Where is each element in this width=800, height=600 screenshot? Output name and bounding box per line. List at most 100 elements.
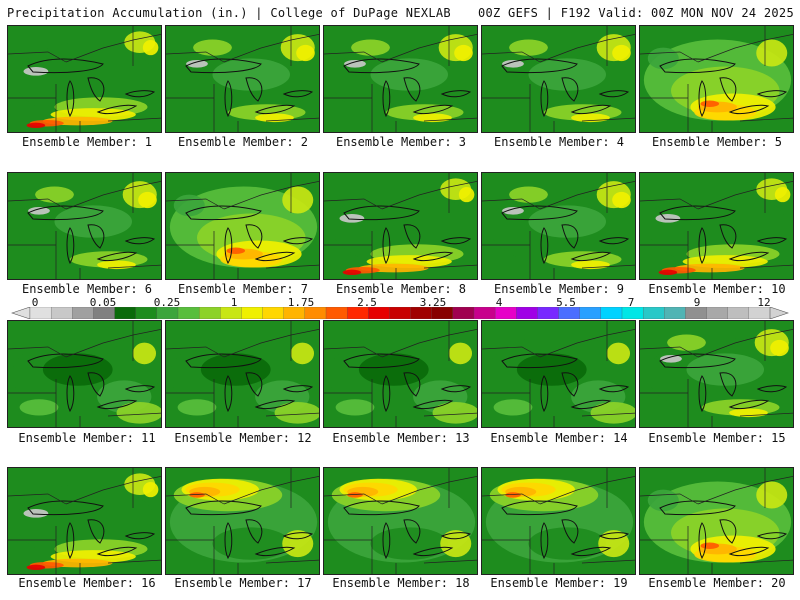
precip-contour — [296, 44, 315, 62]
precip-map — [640, 468, 793, 574]
border-line — [324, 346, 383, 358]
colorbar-label: 3.25 — [419, 296, 447, 309]
member-panel — [639, 320, 794, 428]
lake-outline — [245, 224, 263, 249]
precip-contour — [226, 247, 246, 254]
border-line — [265, 559, 319, 564]
lake-outline — [185, 500, 262, 516]
lake-outline — [540, 80, 549, 118]
lake-outline — [440, 385, 472, 393]
member-panel — [481, 320, 636, 428]
border-line — [697, 34, 793, 63]
precip-contour — [454, 44, 473, 62]
precip-map — [8, 321, 161, 427]
border-line — [423, 559, 477, 564]
lake-outline — [698, 80, 707, 118]
lake-outline — [87, 77, 105, 102]
colorbar-swatch — [29, 307, 52, 319]
precip-contour — [774, 187, 791, 203]
lake-outline — [27, 58, 104, 74]
lake-outline — [570, 546, 612, 557]
lake-outline — [27, 353, 104, 369]
precip-contour — [173, 194, 205, 217]
precip-contour — [186, 60, 208, 68]
colorbar-labels: 0 0.05 0.25 1 1.75 2.5 3.25 4 5.5 7 9 12 — [0, 296, 800, 310]
lake-outline — [343, 500, 420, 516]
precip-contour — [509, 186, 548, 203]
member-caption: Ensemble Member: 10 — [648, 282, 786, 296]
member-panel — [165, 467, 320, 575]
colorbar-min-arrow — [11, 307, 31, 319]
member-caption: Ensemble Member: 18 — [332, 576, 470, 590]
precip-map — [166, 173, 319, 279]
precip-contour — [282, 530, 314, 558]
precip-contour — [335, 399, 375, 416]
member-panel — [481, 172, 636, 280]
colorbar-swatch — [664, 307, 687, 319]
border-line — [640, 51, 699, 63]
border-line — [581, 264, 635, 269]
lake-outline — [728, 251, 770, 262]
lake-outline — [96, 251, 138, 262]
page-title: Precipitation Accumulation (in.) | Colle… — [7, 6, 451, 20]
lake-outline — [440, 532, 472, 540]
colorbar-swatch — [262, 307, 285, 319]
precip-contour — [142, 40, 159, 56]
lake-outline — [224, 522, 233, 560]
border-line — [539, 181, 635, 210]
member-panel — [7, 172, 162, 280]
member-caption: Ensemble Member: 11 — [18, 431, 156, 445]
colorbar-label: 0.25 — [153, 296, 181, 309]
lake-outline — [598, 237, 630, 245]
colorbar-swatch — [579, 307, 602, 319]
border-line — [581, 412, 635, 417]
colorbar-swatch — [368, 307, 391, 319]
lake-outline — [719, 519, 737, 544]
lake-outline — [403, 372, 421, 397]
precip-contour — [505, 492, 521, 498]
precip-contour — [370, 58, 448, 91]
member-caption: Ensemble Member: 6 — [21, 282, 153, 296]
colorbar-swatch — [389, 307, 412, 319]
lake-outline — [66, 80, 75, 118]
precip-contour — [23, 67, 49, 76]
precip-contour — [667, 334, 706, 351]
member-panel — [323, 172, 478, 280]
lake-outline — [382, 227, 391, 265]
lake-outline — [87, 372, 105, 397]
lake-outline — [719, 372, 737, 397]
lake-outline — [756, 237, 788, 245]
precip-contour — [28, 207, 50, 215]
border-line — [223, 476, 319, 505]
precip-map — [166, 468, 319, 574]
precip-contour — [658, 269, 678, 276]
border-line — [223, 34, 319, 63]
precip-contour — [528, 527, 606, 560]
precip-contour — [42, 353, 113, 386]
precip-contour — [19, 399, 59, 416]
border-line — [65, 181, 161, 210]
lake-outline — [87, 519, 105, 544]
precip-map — [8, 26, 161, 132]
lake-outline — [598, 532, 630, 540]
border-line — [223, 329, 319, 358]
border-line — [539, 329, 635, 358]
member-caption: Ensemble Member: 2 — [177, 135, 309, 149]
precip-contour — [358, 353, 429, 386]
precip-map — [324, 173, 477, 279]
precip-contour — [440, 530, 472, 558]
lake-outline — [540, 375, 549, 413]
colorbar-swatch — [50, 307, 73, 319]
colorbar-swatch — [494, 307, 517, 319]
precip-contour — [26, 122, 46, 129]
precip-map — [482, 26, 635, 132]
lake-outline — [382, 522, 391, 560]
lake-outline — [440, 237, 472, 245]
lake-outline — [124, 385, 156, 393]
colorbar-label: 2.5 — [357, 296, 377, 309]
border-line — [739, 412, 793, 417]
lake-outline — [254, 546, 296, 557]
border-line — [8, 346, 67, 358]
member-caption: Ensemble Member: 14 — [490, 431, 628, 445]
colorbar-swatch — [537, 307, 560, 319]
